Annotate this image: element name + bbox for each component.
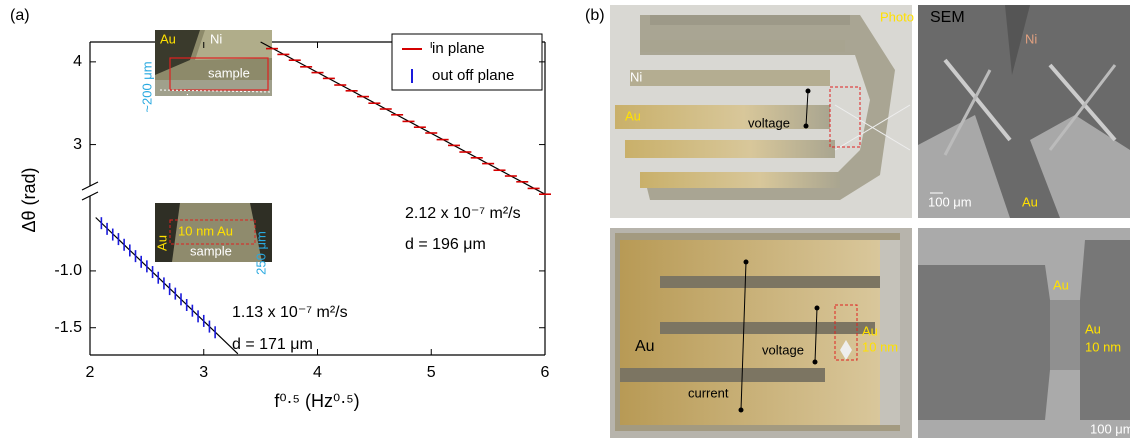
legend-label: in plane: [432, 40, 485, 57]
photo-text: SEM: [930, 9, 965, 26]
x-tick-label: 6: [541, 364, 550, 381]
inset-text: ~200 μm: [139, 61, 154, 112]
photo-text: Au: [625, 108, 641, 123]
photo-text: Ni: [630, 69, 642, 84]
photo-text: Photo: [880, 9, 914, 24]
panel-label: (b): [585, 7, 605, 24]
photo-text: Au: [1053, 277, 1069, 292]
inset-text: sample: [208, 65, 250, 80]
photo-text: Au: [1022, 194, 1038, 209]
photo-text: Ni: [1025, 31, 1037, 46]
photo-bottom: Au voltage current Au 10 nm: [610, 228, 912, 438]
panel-label: (a): [10, 7, 30, 24]
x-axis-label: f⁰·⁵ (Hz⁰·⁵): [274, 391, 359, 411]
inset-upper: Au Ni sample resin ~200 μm: [139, 30, 272, 113]
photo-text: Au: [862, 323, 878, 338]
inset-lower: 10 nm Au sample Au 250 μm: [154, 203, 272, 275]
figure: (a) (b) Au Ni sample resin ~200 μm 10 nm…: [0, 0, 1135, 441]
inset-text: Au: [160, 31, 176, 46]
inset-text: sample: [190, 243, 232, 258]
inset-text: resin: [168, 91, 196, 106]
annotation: 2.12 x 10⁻⁷ m²/s: [405, 205, 521, 222]
y-tick-label: -1.5: [54, 319, 82, 336]
inset-text: Au: [154, 235, 169, 251]
photo-text: 100 μm: [1090, 421, 1134, 436]
x-tick-label: 3: [199, 364, 208, 381]
y-tick-label: -1.0: [54, 262, 82, 279]
photo-text: voltage: [762, 342, 804, 357]
photo-text: voltage: [748, 115, 790, 130]
y-tick-label: 3: [73, 136, 82, 153]
photo-top: Photo Ni Au voltage: [610, 5, 914, 218]
photo-text: 10 nm: [1085, 339, 1121, 354]
legend-label: out off plane: [432, 67, 514, 84]
inset-text: 250 μm: [253, 231, 268, 275]
annotation: 1.13 x 10⁻⁷ m²/s: [232, 304, 348, 321]
photo-text: Au: [635, 338, 655, 355]
photo-text: Au: [1085, 321, 1101, 336]
sem-bottom: Au Au 10 nm 100 μm: [918, 228, 1134, 438]
inset-text: Ni: [210, 31, 222, 46]
x-tick-label: 5: [427, 364, 436, 381]
annotation: d = 196 μm: [405, 236, 486, 253]
sem-top: SEM Ni 100 μm Au: [918, 5, 1130, 218]
photo-text: 100 μm: [928, 194, 972, 209]
x-tick-label: 4: [313, 364, 322, 381]
inset-text: 10 nm Au: [178, 223, 233, 238]
y-tick-label: 4: [73, 53, 82, 70]
y-axis-label: Δθ (rad): [19, 167, 39, 232]
x-tick-label: 2: [86, 364, 95, 381]
photo-text: 10 nm: [862, 339, 898, 354]
photo-text: current: [688, 385, 729, 400]
annotation: d = 171 μm: [232, 336, 313, 353]
